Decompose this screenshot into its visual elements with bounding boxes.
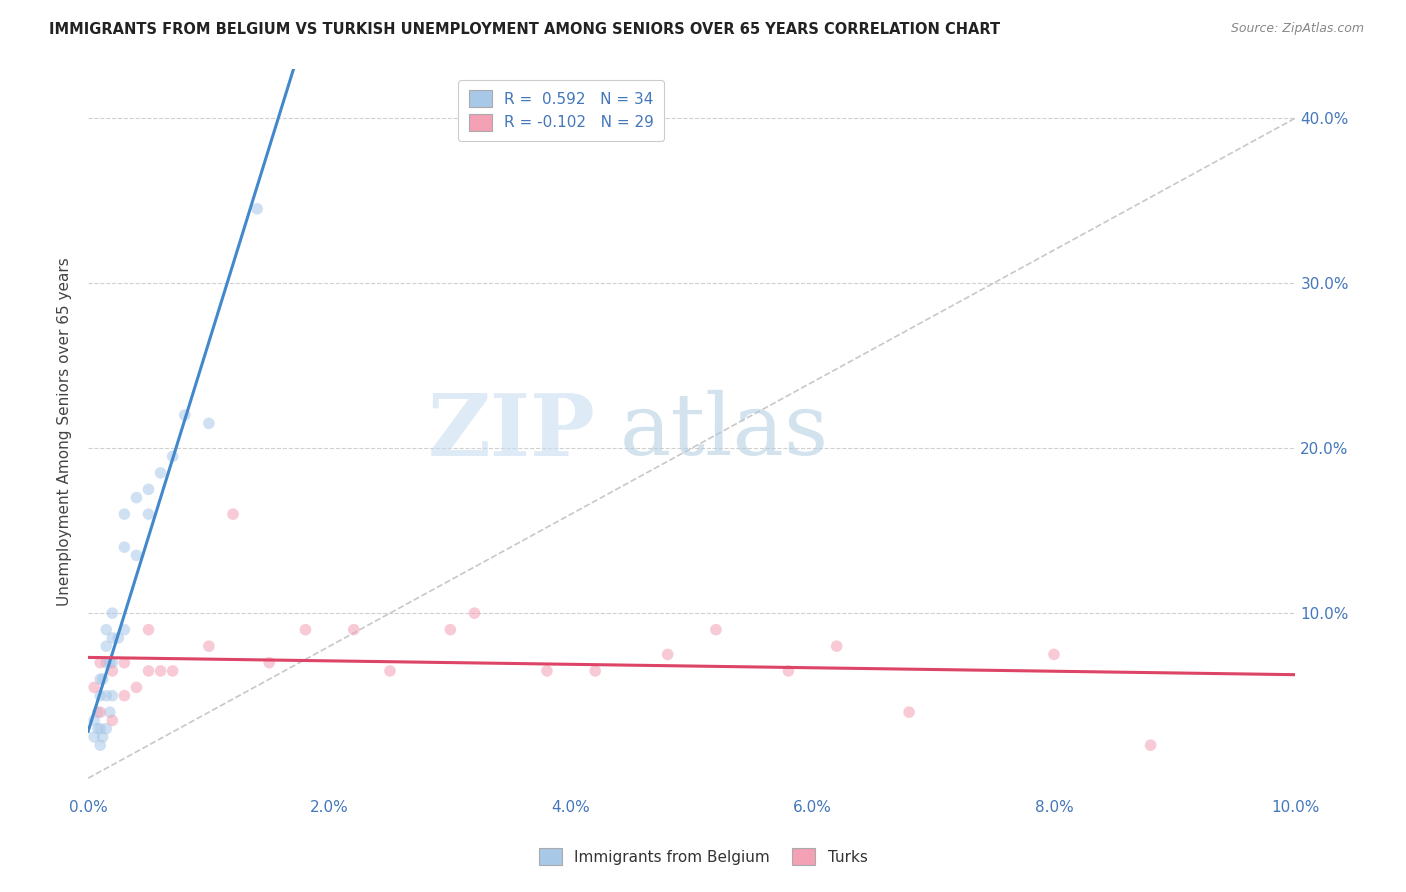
- Point: [536, 664, 558, 678]
- Point: [89, 656, 111, 670]
- Point: [125, 549, 148, 563]
- Point: [96, 656, 118, 670]
- Point: [101, 606, 124, 620]
- Point: [1043, 648, 1066, 662]
- Text: ZIP: ZIP: [427, 390, 595, 474]
- Point: [83, 681, 105, 695]
- Point: [138, 507, 160, 521]
- Point: [825, 639, 848, 653]
- Point: [257, 656, 280, 670]
- Point: [96, 689, 118, 703]
- Point: [294, 623, 316, 637]
- Point: [96, 722, 118, 736]
- Point: [83, 714, 105, 728]
- Point: [112, 656, 135, 670]
- Text: IMMIGRANTS FROM BELGIUM VS TURKISH UNEMPLOYMENT AMONG SENIORS OVER 65 YEARS CORR: IMMIGRANTS FROM BELGIUM VS TURKISH UNEMP…: [49, 22, 1000, 37]
- Point: [246, 202, 269, 216]
- Point: [89, 705, 111, 719]
- Point: [704, 623, 727, 637]
- Point: [138, 664, 160, 678]
- Point: [149, 466, 172, 480]
- Point: [343, 623, 366, 637]
- Point: [378, 664, 401, 678]
- Point: [101, 664, 124, 678]
- Point: [101, 689, 124, 703]
- Point: [83, 730, 105, 744]
- Point: [107, 631, 129, 645]
- Point: [101, 656, 124, 670]
- Text: Source: ZipAtlas.com: Source: ZipAtlas.com: [1230, 22, 1364, 36]
- Point: [125, 681, 148, 695]
- Point: [96, 623, 118, 637]
- Point: [89, 689, 111, 703]
- Y-axis label: Unemployment Among Seniors over 65 years: Unemployment Among Seniors over 65 years: [58, 257, 72, 606]
- Legend: R =  0.592   N = 34, R = -0.102   N = 29: R = 0.592 N = 34, R = -0.102 N = 29: [458, 79, 665, 141]
- Point: [463, 606, 485, 620]
- Point: [112, 540, 135, 554]
- Point: [198, 639, 221, 653]
- Point: [583, 664, 606, 678]
- Point: [138, 623, 160, 637]
- Point: [91, 730, 114, 744]
- Point: [89, 738, 111, 752]
- Point: [1139, 738, 1161, 752]
- Point: [101, 714, 124, 728]
- Point: [112, 507, 135, 521]
- Point: [149, 664, 172, 678]
- Point: [112, 623, 135, 637]
- Point: [112, 689, 135, 703]
- Point: [89, 722, 111, 736]
- Point: [125, 491, 148, 505]
- Point: [98, 656, 121, 670]
- Point: [87, 722, 110, 736]
- Point: [657, 648, 679, 662]
- Legend: Immigrants from Belgium, Turks: Immigrants from Belgium, Turks: [533, 842, 873, 871]
- Text: atlas: atlas: [620, 390, 828, 473]
- Point: [138, 483, 160, 497]
- Point: [222, 507, 245, 521]
- Point: [198, 417, 221, 431]
- Point: [439, 623, 461, 637]
- Point: [96, 639, 118, 653]
- Point: [898, 705, 921, 719]
- Point: [89, 672, 111, 686]
- Point: [91, 672, 114, 686]
- Point: [162, 450, 184, 464]
- Point: [173, 408, 195, 422]
- Point: [778, 664, 800, 678]
- Point: [87, 705, 110, 719]
- Point: [162, 664, 184, 678]
- Point: [98, 705, 121, 719]
- Point: [101, 631, 124, 645]
